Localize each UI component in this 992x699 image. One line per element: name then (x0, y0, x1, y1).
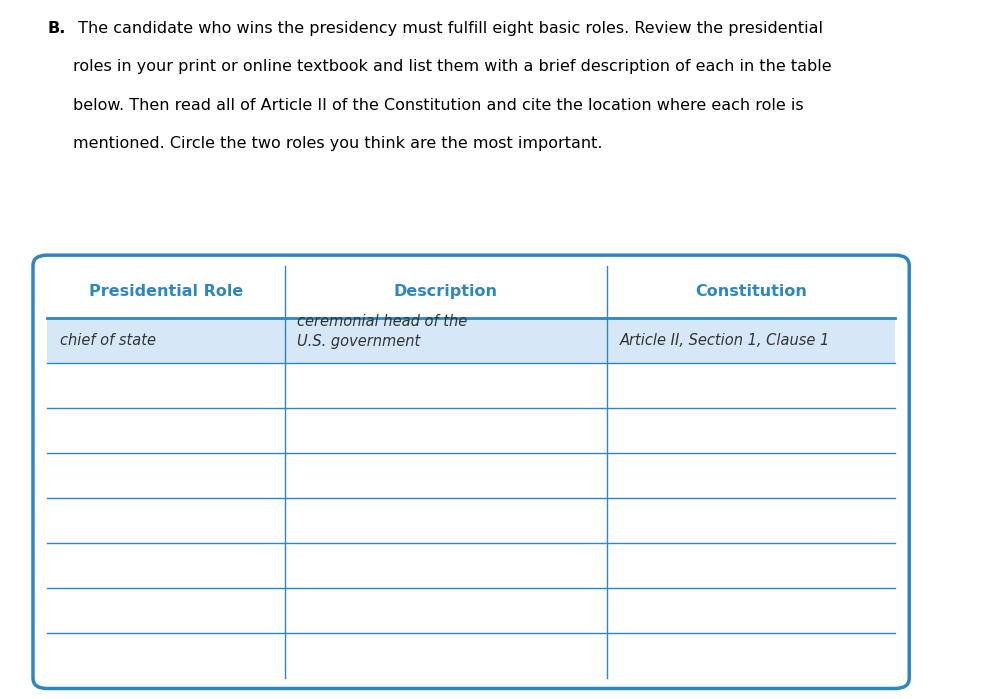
Text: roles in your print or online textbook and list them with a brief description of: roles in your print or online textbook a… (73, 59, 832, 74)
Text: B.: B. (47, 21, 65, 36)
Bar (47, 318, 895, 363)
Text: Article II, Section 1, Clause 1: Article II, Section 1, Clause 1 (619, 333, 829, 348)
Text: Presidential Role: Presidential Role (88, 284, 243, 299)
Text: mentioned. Circle the two roles you think are the most important.: mentioned. Circle the two roles you thin… (73, 136, 603, 151)
Text: Constitution: Constitution (695, 284, 806, 299)
Text: ceremonial head of the
U.S. government: ceremonial head of the U.S. government (298, 314, 467, 349)
Text: The candidate who wins the presidency must fulfill eight basic roles. Review the: The candidate who wins the presidency mu… (73, 21, 823, 36)
Text: chief of state: chief of state (60, 333, 156, 348)
Bar (47, 266, 895, 318)
Text: Description: Description (394, 284, 498, 299)
Text: below. Then read all of Article II of the Constitution and cite the location whe: below. Then read all of Article II of th… (73, 98, 805, 113)
FancyBboxPatch shape (33, 255, 910, 689)
